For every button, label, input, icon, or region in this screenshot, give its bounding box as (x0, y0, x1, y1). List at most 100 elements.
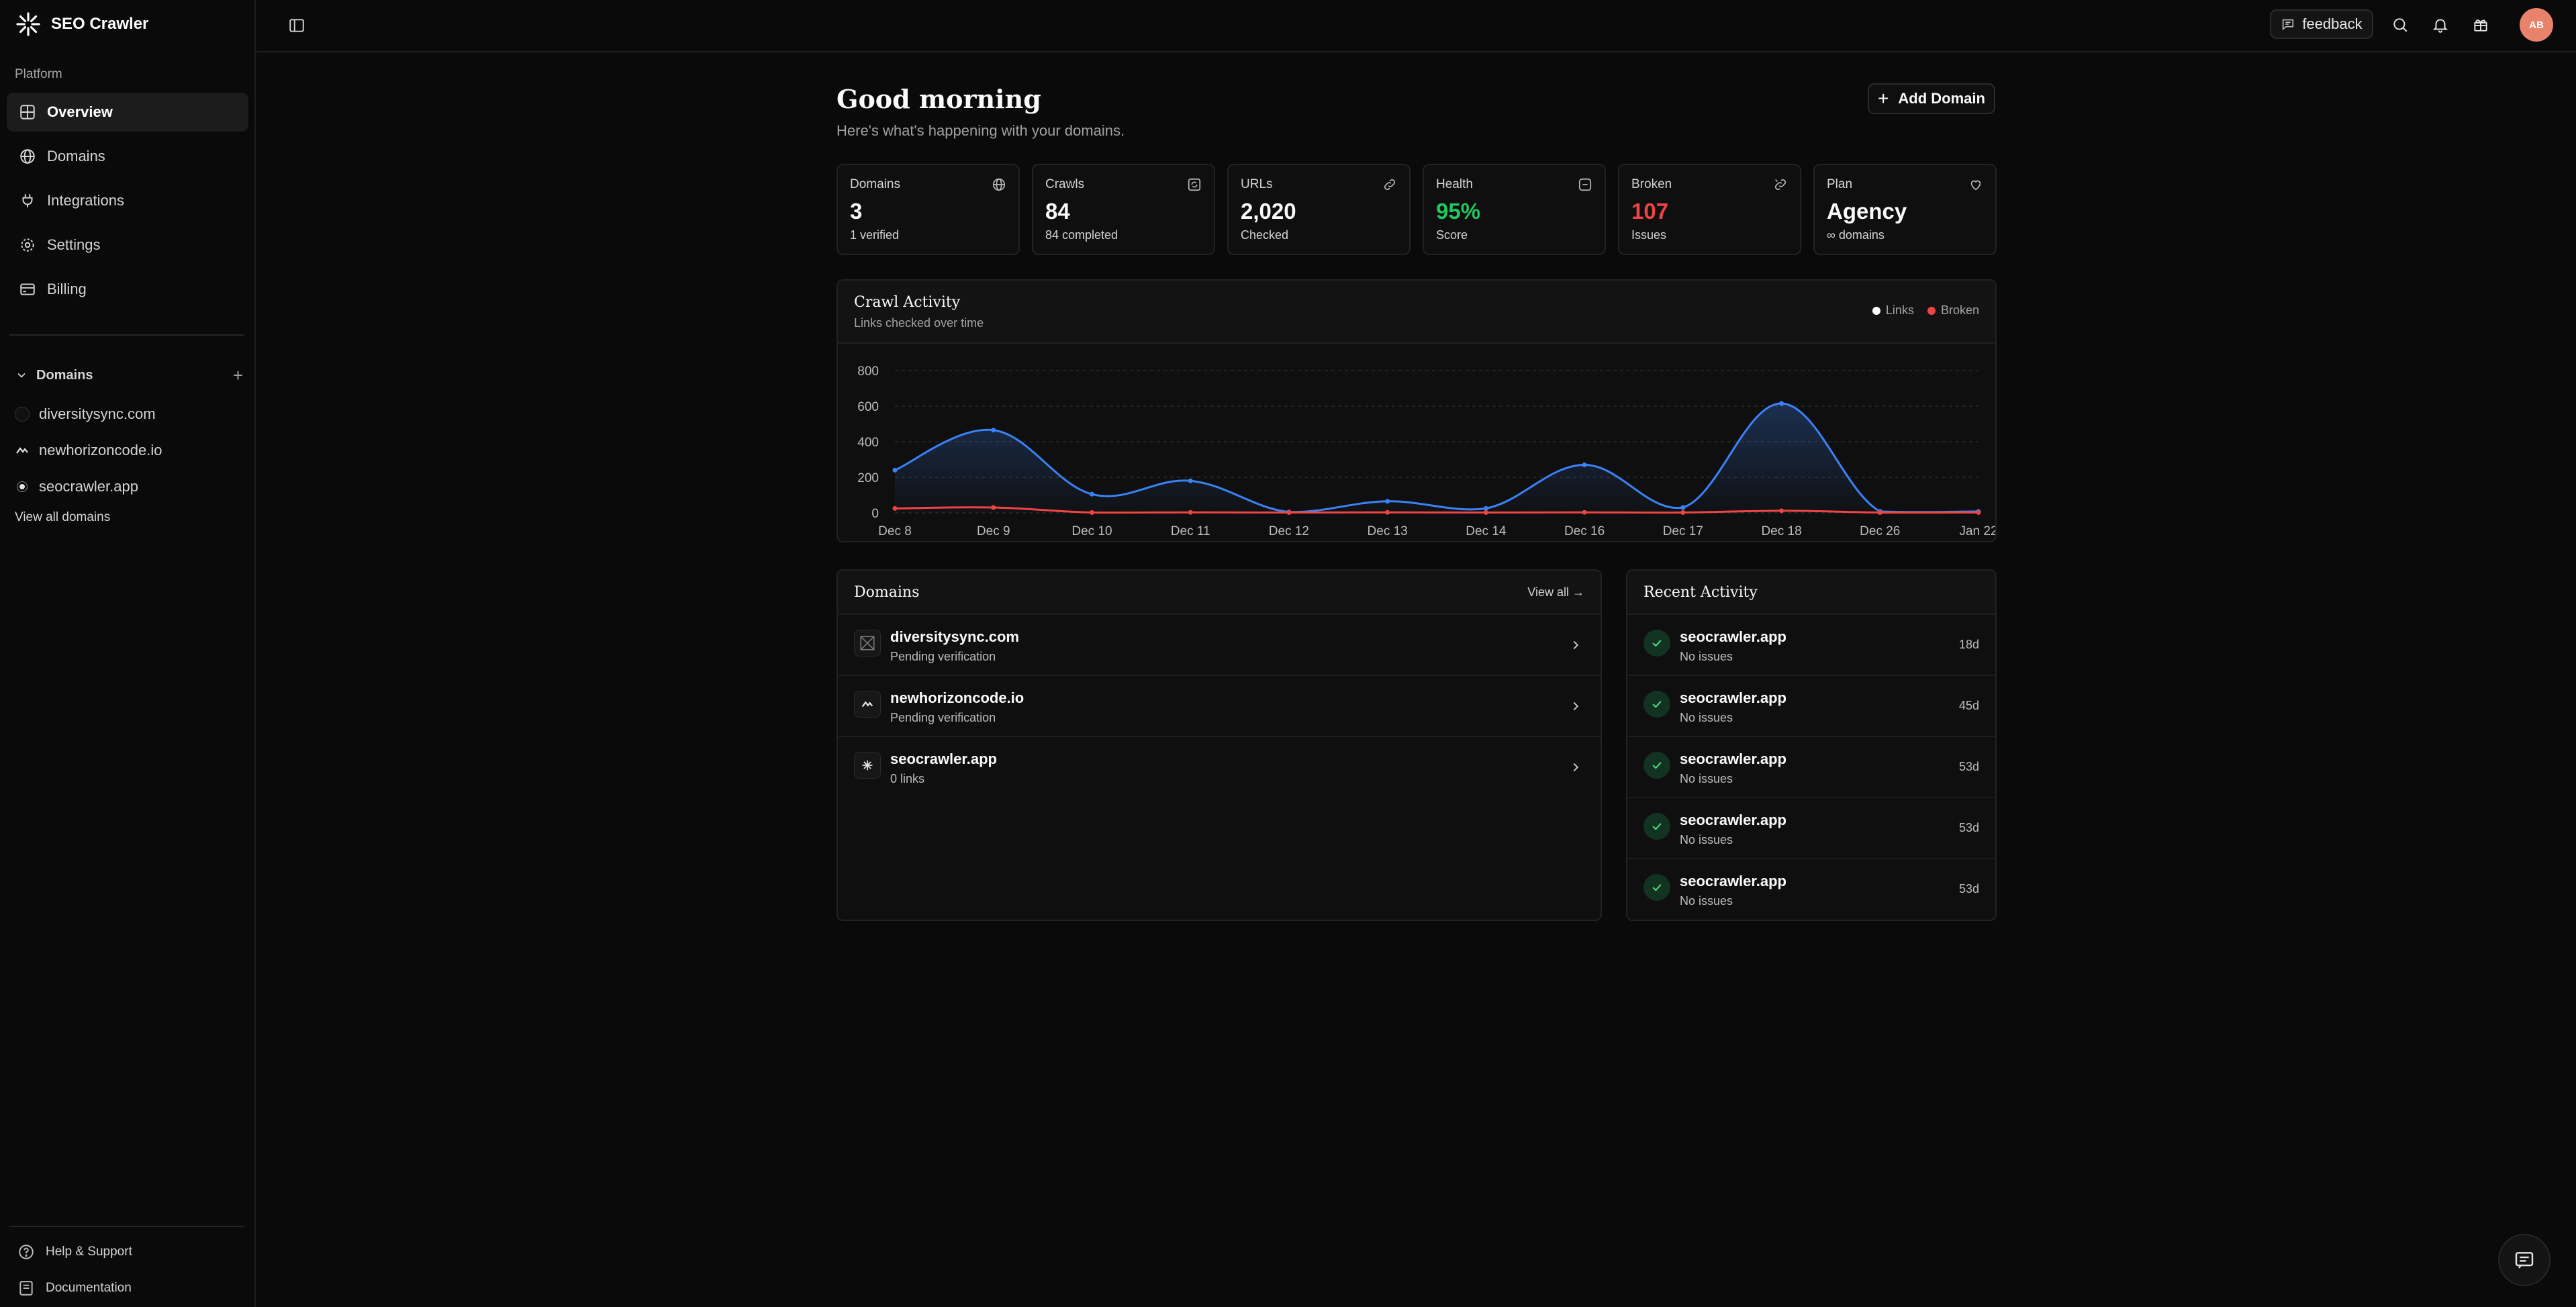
chevron-right-icon (1573, 763, 1579, 772)
links-data-point (1582, 462, 1587, 467)
unlink-icon (1774, 179, 1786, 191)
y-tick-label: 0 (871, 507, 879, 521)
stat-sub: 1 verified (850, 228, 900, 242)
sidebar-item-label: Domains (47, 148, 105, 164)
notifications-button[interactable] (2426, 11, 2454, 39)
stat-card-domains[interactable]: Domains 3 1 verified (837, 164, 1020, 255)
domains-section-header[interactable]: Domains + (15, 365, 243, 385)
sidebar-item-label: Billing (47, 281, 87, 297)
add-domain-button[interactable]: + Add Domain (1868, 83, 1995, 114)
sidebar: SEO Crawler Platform Overview Domains In… (0, 0, 256, 1307)
stat-label: Crawls (1045, 177, 1085, 191)
x-tick-label: Dec 13 (1368, 524, 1408, 538)
gift-button[interactable] (2467, 11, 2495, 39)
domain-name: seocrawler.app (890, 751, 997, 767)
add-domain-plus-icon[interactable]: + (232, 365, 243, 385)
sidebar-domain-item[interactable]: diversitysync.com (15, 396, 243, 432)
chart-title: Crawl Activity (854, 294, 961, 311)
search-button[interactable] (2386, 11, 2414, 39)
domains-card-title: Domains (854, 584, 920, 601)
sidebar-item-label: Overview (47, 103, 113, 120)
stat-value: Agency (1827, 199, 1907, 224)
recent-activity-header: Recent Activity (1627, 571, 1995, 615)
x-tick-label: Dec 11 (1171, 524, 1210, 538)
stats-row: Domains 3 1 verified Crawls 84 84 comple… (837, 164, 1997, 255)
broken-data-point (1582, 510, 1587, 515)
links-series-line (894, 402, 1979, 514)
credit-card-icon (20, 283, 35, 295)
globe-icon (992, 178, 1006, 191)
chevron-right-icon (1573, 701, 1579, 711)
sidebar-item-integrations[interactable]: Integrations (7, 181, 248, 220)
x-tick-label: Dec 8 (878, 524, 912, 538)
stat-value: 2,020 (1241, 199, 1296, 224)
heart-icon (1970, 180, 1981, 191)
sidebar-domain-name: diversitysync.com (39, 405, 156, 422)
domain-row[interactable]: diversitysync.com Pending verification (838, 615, 1601, 676)
links-data-point (892, 467, 898, 473)
domain-status: Pending verification (890, 711, 996, 724)
globe-icon (20, 149, 35, 164)
legend-item-links[interactable]: Links (1872, 303, 1914, 318)
help-support-label: Help & Support (46, 1245, 132, 1259)
page-title: Good morning (837, 84, 1041, 114)
domain-status: Pending verification (890, 650, 996, 663)
user-avatar[interactable]: AB (2520, 8, 2553, 42)
book-icon (19, 1281, 33, 1296)
activity-row[interactable]: seocrawler.app No issues 53d (1627, 859, 1995, 920)
stat-card-health[interactable]: Health 95% Score (1423, 164, 1606, 255)
app-name: SEO Crawler (51, 15, 149, 33)
view-all-link[interactable]: View all → (1527, 585, 1584, 599)
links-data-point (1779, 401, 1784, 406)
sidebar-item-label: Integrations (47, 192, 124, 209)
stat-label: Broken (1631, 177, 1672, 191)
view-all-domains-link[interactable]: View all domains (15, 510, 111, 524)
section-label-platform: Platform (15, 67, 62, 81)
recent-activity-title: Recent Activity (1643, 584, 1758, 601)
grid-icon (20, 105, 35, 119)
app-logo-icon (16, 12, 40, 36)
sidebar-toggle-button[interactable] (285, 13, 309, 38)
feedback-button[interactable]: feedback (2270, 9, 2373, 39)
sidebar-item-settings[interactable]: Settings (7, 226, 248, 264)
activity-age: 53d (1958, 882, 1979, 895)
chart-legend: Links Broken (1872, 303, 1979, 318)
documentation-link[interactable]: Documentation (17, 1270, 246, 1306)
legend-item-broken[interactable]: Broken (1927, 303, 1979, 318)
sidebar-item-billing[interactable]: Billing (7, 270, 248, 309)
chart-header: Crawl Activity Links checked over time L… (838, 281, 1995, 344)
activity-row[interactable]: seocrawler.app No issues 53d (1627, 798, 1995, 859)
brand[interactable]: SEO Crawler (15, 11, 148, 38)
check-icon (1643, 752, 1670, 779)
x-tick-label: Dec 16 (1564, 524, 1605, 538)
broken-data-point (1877, 510, 1882, 515)
stat-card-broken[interactable]: Broken 107 Issues (1618, 164, 1801, 255)
help-support-link[interactable]: Help & Support (17, 1234, 246, 1270)
gear-icon (21, 238, 34, 252)
domain-status: 0 links (890, 772, 925, 785)
stat-card-plan[interactable]: Plan Agency ∞ domains (1813, 164, 1997, 255)
stat-label: Health (1436, 177, 1473, 191)
activity-status: No issues (1680, 833, 1733, 846)
legend-label: Links (1885, 303, 1914, 317)
domain-row[interactable]: seocrawler.app 0 links (838, 737, 1601, 798)
activity-row[interactable]: seocrawler.app No issues 18d (1627, 615, 1995, 676)
stat-card-urls[interactable]: URLs 2,020 Checked (1227, 164, 1411, 255)
chat-icon (2515, 1252, 2534, 1269)
favicon-icon (15, 407, 30, 422)
domain-name: newhorizoncode.io (890, 689, 1024, 706)
topbar: feedback AB (256, 0, 2576, 52)
sidebar-item-overview[interactable]: Overview (7, 93, 248, 132)
activity-row[interactable]: seocrawler.app No issues 53d (1627, 737, 1995, 798)
sidebar-domain-item[interactable]: newhorizoncode.io (15, 432, 243, 469)
domain-row[interactable]: newhorizoncode.io Pending verification (838, 676, 1601, 737)
broken-data-point (1483, 510, 1488, 515)
chat-support-button[interactable] (2498, 1234, 2550, 1286)
domains-section-label: Domains (36, 367, 93, 383)
activity-row[interactable]: seocrawler.app No issues 45d (1627, 676, 1995, 737)
stat-sub: 84 completed (1045, 228, 1118, 242)
stat-card-crawls[interactable]: Crawls 84 84 completed (1032, 164, 1215, 255)
sidebar-item-domains[interactable]: Domains (7, 137, 248, 176)
stat-value: 84 (1045, 199, 1070, 224)
sidebar-domain-item[interactable]: seocrawler.app (15, 469, 243, 505)
